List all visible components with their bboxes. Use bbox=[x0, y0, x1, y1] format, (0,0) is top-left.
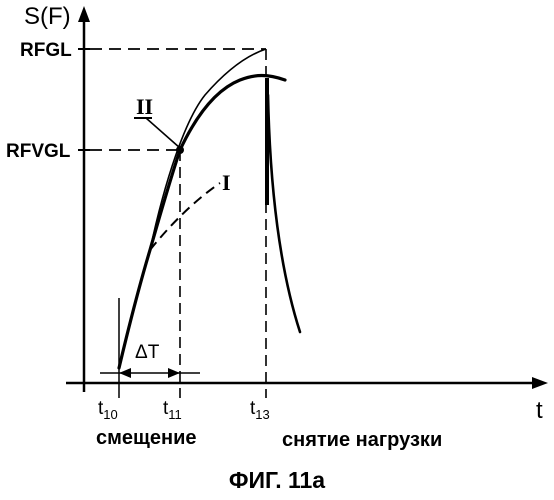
delta-t-label: ΔT bbox=[135, 342, 160, 363]
rfgl-label: RFGL bbox=[20, 40, 72, 61]
y-axis-label: S(F) bbox=[24, 3, 71, 30]
delta-t-arrowhead-right-icon bbox=[168, 368, 180, 378]
rfvgl-label: RFVGL bbox=[6, 141, 71, 162]
curve-i bbox=[149, 182, 221, 251]
curve-i-label: I bbox=[222, 170, 231, 195]
delta-t-arrowhead-left-icon bbox=[119, 368, 131, 378]
curve-reference-thin bbox=[149, 48, 267, 251]
rfvgl-point bbox=[176, 146, 184, 154]
t13-label: t13 bbox=[250, 398, 270, 422]
curve-ii-leader bbox=[145, 117, 181, 149]
curve-ii-label: II bbox=[136, 94, 153, 119]
t10-label: t10 bbox=[98, 398, 118, 422]
unloading-curve bbox=[266, 93, 302, 334]
x-axis-label: t bbox=[536, 397, 543, 424]
t11-label: t11 bbox=[163, 398, 182, 422]
figure-caption: ФИГ. 11а bbox=[229, 467, 325, 493]
x-axis-arrow-icon bbox=[532, 377, 548, 389]
y-axis-arrow-icon bbox=[78, 6, 90, 22]
curve-ii bbox=[117, 73, 287, 370]
offset-annotation: смещение bbox=[96, 427, 197, 449]
unloading-annotation: снятие нагрузки bbox=[282, 429, 442, 451]
